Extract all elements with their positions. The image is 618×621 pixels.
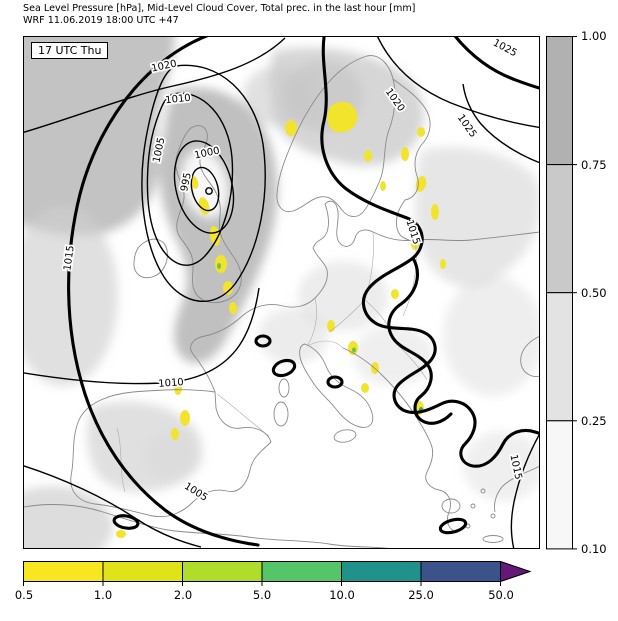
precip-cbar-label-0.5: 0.5 <box>14 588 34 602</box>
precip-cbar-seg-2 <box>102 561 183 582</box>
precip-cbar-label-50.0: 50.0 <box>488 588 514 602</box>
precip-cbar-seg-1 <box>23 561 104 582</box>
cloud-cbar-seg-3 <box>546 292 573 422</box>
cloud-cbar-seg-2 <box>546 164 573 294</box>
isobar-label-1010-spain: 1010 <box>158 377 184 390</box>
isobar-label-1015-west: 1015 <box>62 245 76 272</box>
precip-cbar-seg-4 <box>261 561 342 582</box>
map-frame <box>23 36 540 549</box>
precipitation-layer <box>116 101 446 538</box>
low-center-marker <box>205 187 213 195</box>
precip-colorbar <box>23 560 563 591</box>
precip-cbar-label-1.0: 1.0 <box>93 588 113 602</box>
isobar-label-1005-sw: 1005 <box>182 481 209 504</box>
isobar-labels: 1020 1010 1005 1000 995 1015 1020 1025 1… <box>61 36 526 506</box>
cloud-cbar-seg-4 <box>546 420 573 550</box>
precip-colorbar-svg <box>23 560 532 586</box>
isobar-label-1010-low: 1010 <box>165 93 191 107</box>
isobar-thick-layer <box>67 36 540 547</box>
precip-cbar-seg-6 <box>420 561 501 582</box>
cloud-cover-colorbar <box>546 36 578 554</box>
cloud-cbar-label-0.75: 0.75 <box>581 158 607 172</box>
chart-subtitle: WRF 11.06.2019 18:00 UTC +47 <box>23 15 179 27</box>
isobar-label-1025-corner: 1025 <box>491 38 519 60</box>
isobar-layer <box>23 36 540 549</box>
cloud-colorbar-svg <box>546 36 577 550</box>
chart-title: Sea Level Pressure [hPa], Mid-Level Clou… <box>23 3 416 14</box>
precip-cbar-seg-5 <box>341 561 422 582</box>
precip-cbar-label-5.0: 5.0 <box>252 588 272 602</box>
title-block: Sea Level Pressure [hPa], Mid-Level Clou… <box>23 3 415 28</box>
cloud-cbar-label-0.50: 0.50 <box>581 286 607 300</box>
map-svg: 1020 1010 1005 1000 995 1015 1020 1025 1… <box>23 36 540 549</box>
valid-time-label: 17 UTC Thu <box>31 42 109 59</box>
map-canvas: 1020 1010 1005 1000 995 1015 1020 1025 1… <box>23 36 540 549</box>
precip-cbar-label-10.0: 10.0 <box>329 588 355 602</box>
cloud-cbar-label-0.25: 0.25 <box>581 414 607 428</box>
precip-cbar-label-25.0: 25.0 <box>408 588 434 602</box>
precip-cbar-label-2.0: 2.0 <box>173 588 193 602</box>
cloud-cbar-seg-1 <box>546 36 573 166</box>
cloud-cbar-label-0.10: 0.10 <box>581 542 607 556</box>
cloud-cbar-label-1.00: 1.00 <box>581 29 607 43</box>
precip-cbar-seg-3 <box>182 561 263 582</box>
precip-cbar-extend-arrow <box>500 560 532 583</box>
